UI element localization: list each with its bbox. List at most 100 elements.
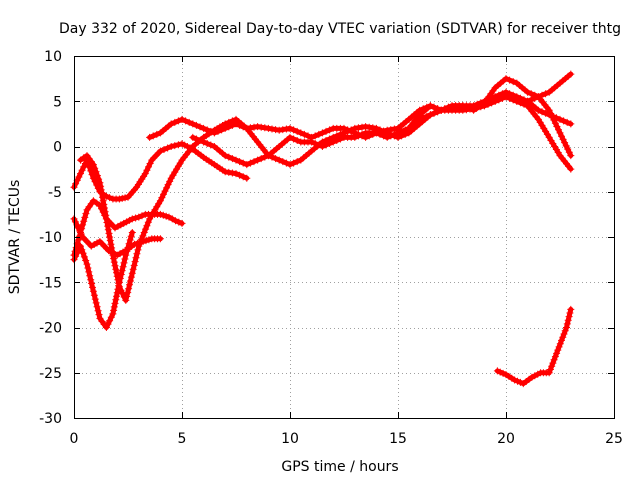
y-tick-label: -10	[39, 230, 62, 246]
data-point	[140, 229, 148, 236]
data-point	[545, 133, 553, 141]
data-point	[111, 262, 119, 270]
data-point	[563, 324, 570, 331]
data-point	[182, 117, 190, 125]
data-point	[147, 212, 155, 220]
data-point	[491, 93, 499, 101]
data-point	[505, 372, 513, 380]
data-point	[566, 309, 574, 317]
data-point	[109, 251, 117, 259]
data-point	[120, 219, 128, 227]
data-point	[102, 211, 110, 219]
data-point	[548, 362, 556, 370]
data-point	[120, 259, 128, 267]
data-point	[390, 130, 398, 138]
data-point	[80, 253, 88, 261]
data-point	[173, 165, 181, 173]
data-point	[214, 127, 222, 135]
data-point	[141, 170, 149, 178]
data-point	[336, 135, 344, 143]
data-point	[97, 186, 105, 194]
data-point	[104, 222, 112, 230]
data-point	[548, 113, 556, 121]
data-point	[103, 219, 111, 226]
data-point	[225, 168, 233, 176]
data-point	[354, 124, 362, 132]
data-point	[123, 247, 131, 255]
data-point	[286, 161, 294, 169]
data-point	[536, 118, 544, 126]
data-point	[108, 248, 116, 255]
data-point	[534, 93, 542, 101]
data-point	[104, 320, 112, 328]
data-point	[80, 217, 88, 225]
data-point	[318, 129, 326, 137]
data-point	[134, 246, 142, 254]
data-point	[358, 130, 366, 138]
data-point	[545, 369, 553, 377]
y-tick-label: -15	[39, 275, 62, 291]
data-point	[128, 215, 136, 223]
data-point	[113, 292, 120, 300]
data-point	[99, 197, 107, 205]
data-point	[75, 173, 83, 181]
data-point	[101, 204, 108, 212]
data-point	[333, 137, 341, 144]
series-line	[190, 89, 574, 168]
x-tick-label: 10	[281, 431, 299, 447]
data-point	[106, 237, 114, 245]
data-point	[91, 164, 99, 172]
data-point	[246, 124, 254, 132]
data-point	[123, 293, 131, 300]
y-tick-label: 5	[53, 94, 62, 110]
data-point	[562, 142, 570, 150]
data-point	[100, 200, 108, 208]
series-line	[406, 71, 574, 131]
data-point	[567, 165, 575, 173]
data-point	[93, 172, 101, 179]
data-point	[543, 130, 551, 138]
data-point	[254, 123, 262, 131]
data-point	[286, 133, 294, 141]
data-point	[513, 93, 521, 101]
data-point	[125, 285, 133, 293]
data-point	[89, 161, 97, 169]
x-tick-label: 25	[605, 431, 623, 447]
data-point	[495, 91, 503, 99]
data-point	[166, 177, 174, 185]
data-point	[558, 336, 565, 344]
data-point	[153, 203, 161, 211]
x-tick-label: 20	[497, 431, 515, 447]
data-point	[322, 127, 330, 135]
data-point	[160, 146, 168, 153]
data-point	[311, 132, 319, 140]
data-point	[311, 140, 319, 147]
data-point	[559, 333, 567, 341]
data-point	[561, 327, 569, 335]
data-point	[555, 126, 562, 134]
data-point	[151, 206, 159, 214]
data-point	[556, 115, 564, 123]
data-point	[90, 291, 98, 299]
series-track-5	[77, 93, 575, 304]
data-point	[559, 135, 567, 143]
data-point	[78, 166, 86, 174]
data-point	[286, 124, 294, 132]
data-point	[93, 303, 101, 311]
data-point	[210, 129, 218, 137]
data-point	[77, 242, 84, 250]
data-point	[551, 143, 559, 150]
data-point	[531, 91, 539, 99]
y-tick-label: -20	[39, 321, 62, 337]
data-point	[329, 138, 337, 146]
data-point	[97, 182, 105, 190]
data-point	[563, 118, 571, 126]
data-point	[506, 76, 514, 84]
data-point	[326, 140, 334, 147]
data-point	[380, 132, 388, 140]
data-point	[95, 175, 103, 183]
data-point	[115, 279, 123, 287]
data-point	[293, 137, 301, 144]
data-point	[95, 311, 103, 319]
data-point	[156, 147, 164, 155]
